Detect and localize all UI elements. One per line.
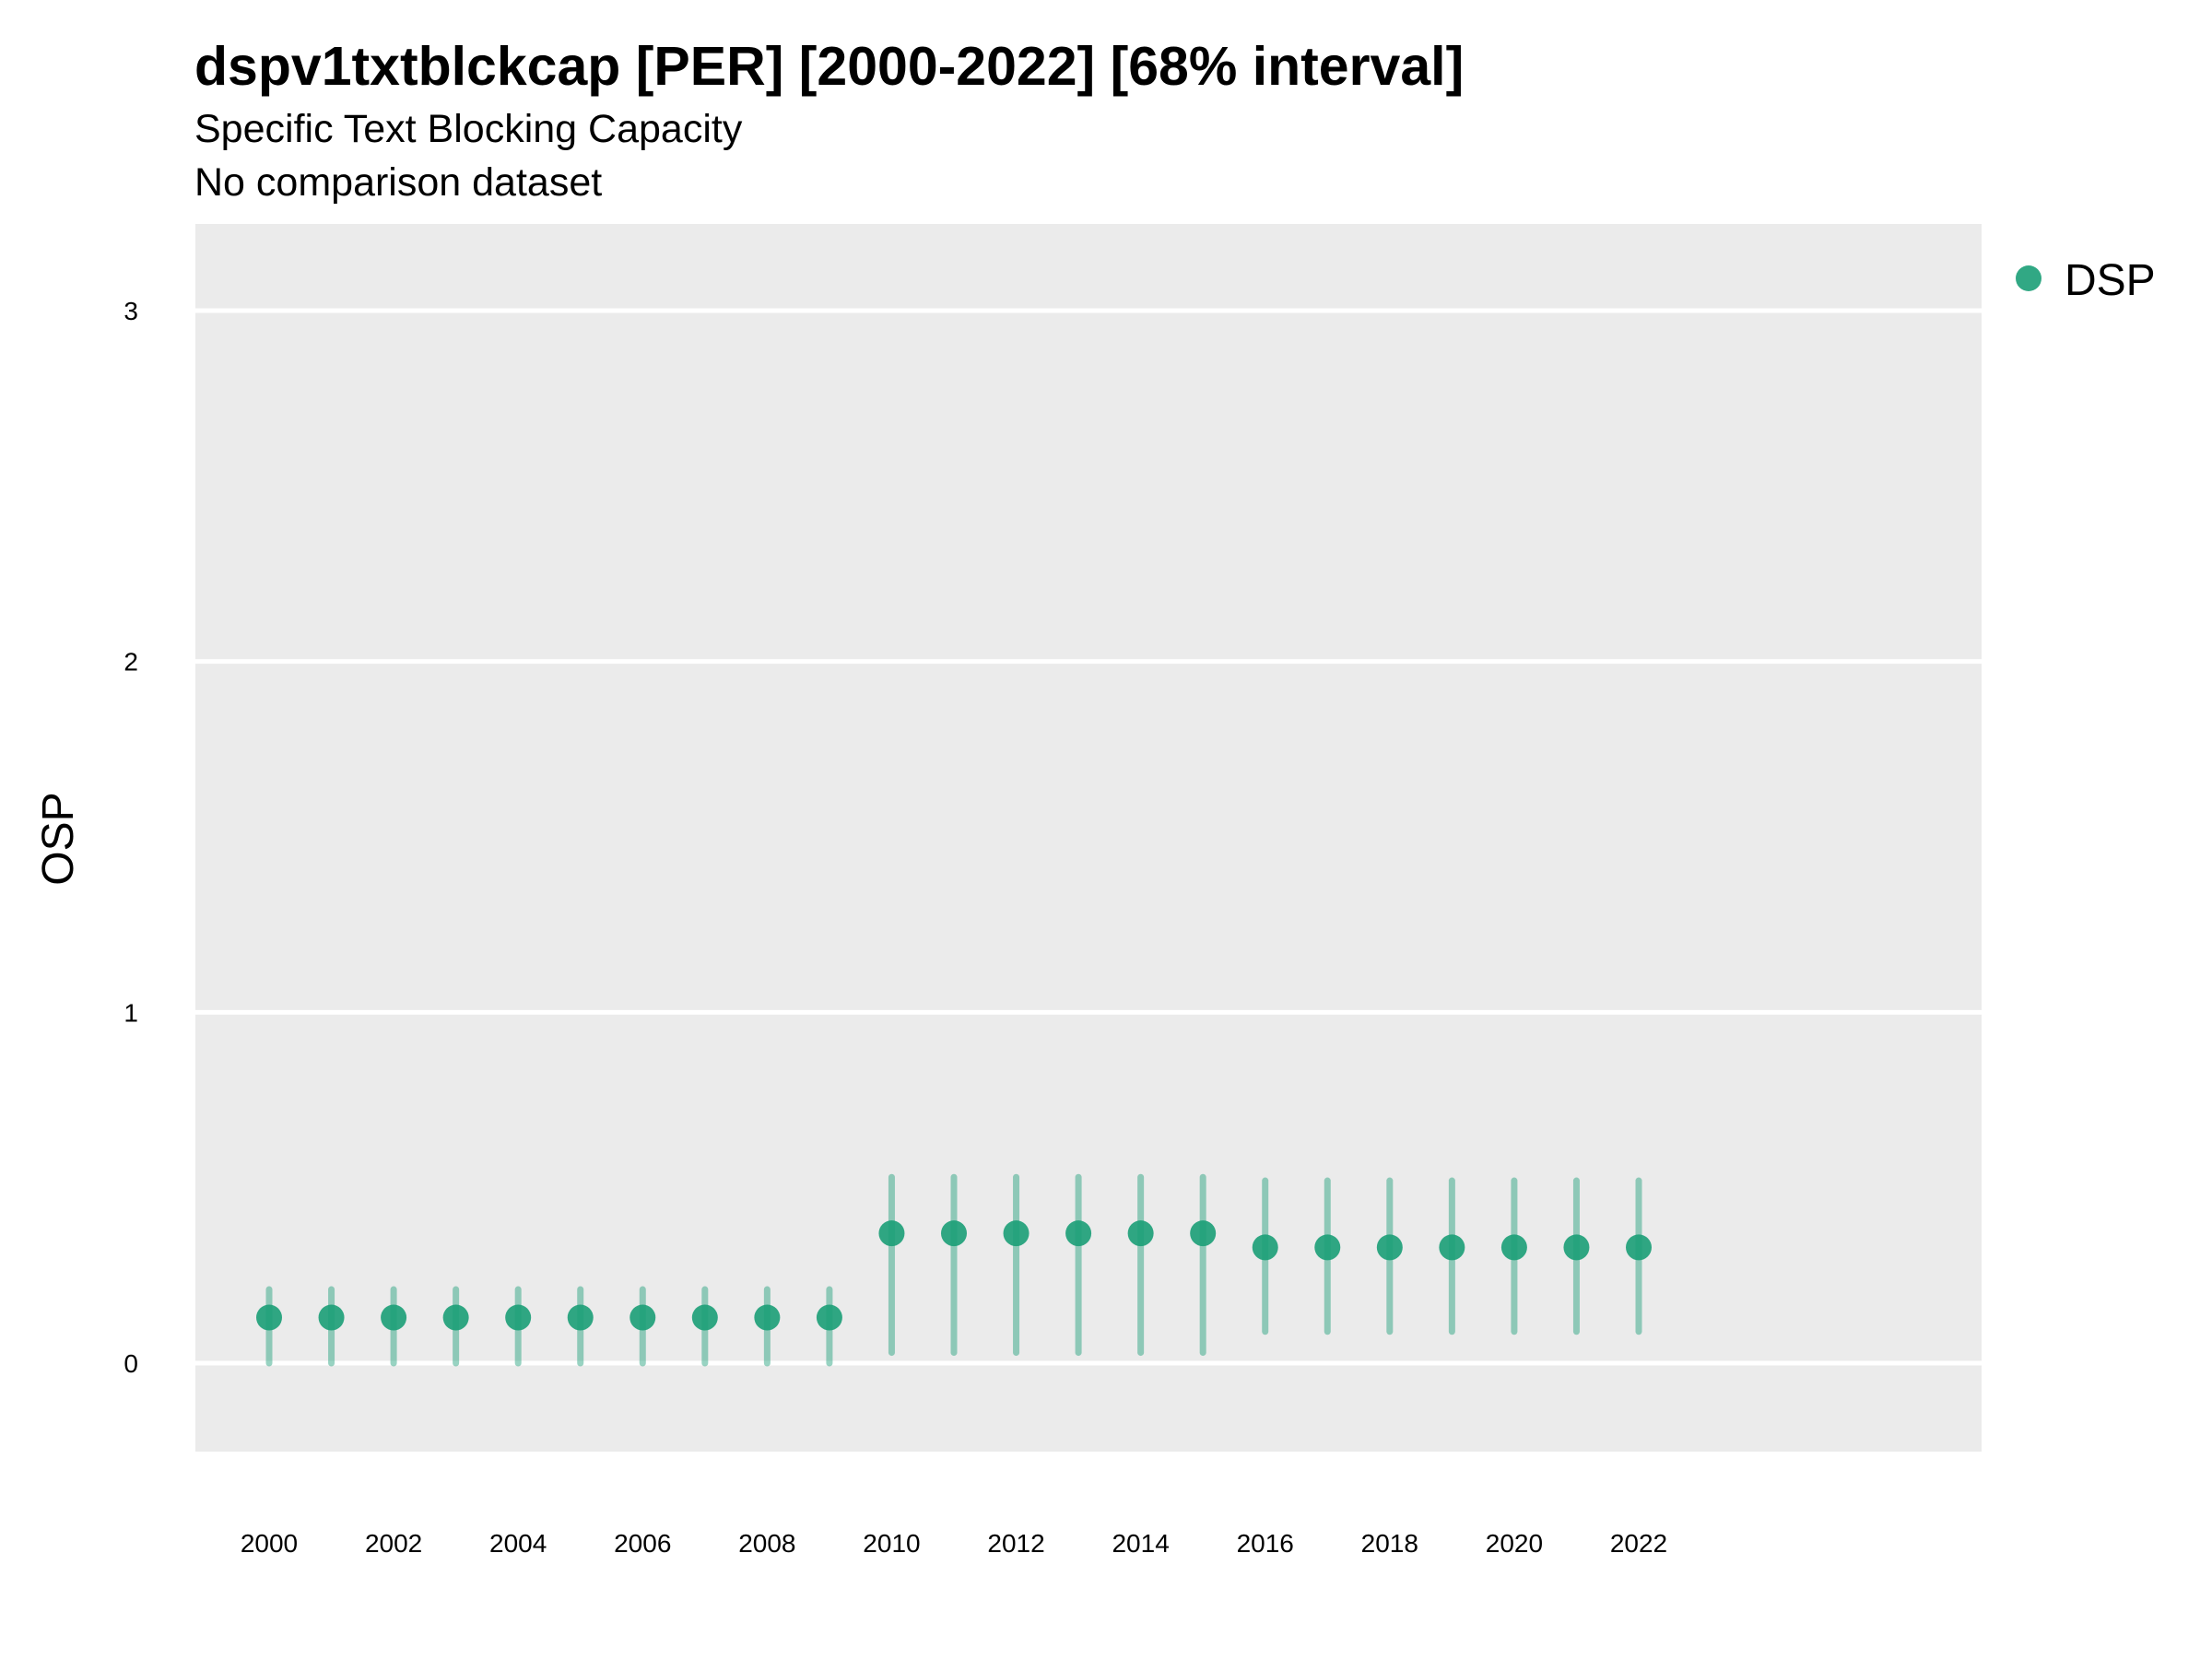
data-point-2018 [1376, 1234, 1403, 1261]
data-point-2007 [691, 1304, 718, 1331]
data-point-2011 [941, 1220, 967, 1247]
legend-label-dsp: DSP [2065, 256, 2156, 305]
x-tick-label-2018: 2018 [1361, 1529, 1418, 1558]
x-tick-label-2004: 2004 [489, 1529, 547, 1558]
data-point-2000 [256, 1304, 282, 1331]
data-point-2005 [567, 1304, 594, 1331]
data-point-2004 [505, 1304, 532, 1331]
x-tick-label-2008: 2008 [738, 1529, 795, 1558]
x-tick-label-2014: 2014 [1112, 1529, 1169, 1558]
chart-title: dspv1txtblckcap [PER] [2000-2022] [68% i… [194, 36, 1465, 97]
data-point-2017 [1314, 1234, 1341, 1261]
data-point-2021 [1563, 1234, 1590, 1261]
data-point-2012 [1003, 1220, 1030, 1247]
data-point-2001 [318, 1304, 345, 1331]
x-tick-label-2000: 2000 [241, 1529, 298, 1558]
y-tick-label-0: 0 [124, 1349, 138, 1378]
x-tick-label-2002: 2002 [365, 1529, 422, 1558]
x-tick-label-2010: 2010 [863, 1529, 920, 1558]
x-tick-label-2022: 2022 [1610, 1529, 1667, 1558]
data-point-2006 [629, 1304, 656, 1331]
data-point-2020 [1500, 1234, 1527, 1261]
data-point-2008 [754, 1304, 781, 1331]
data-point-2002 [381, 1304, 407, 1331]
y-tick-label-3: 3 [124, 297, 138, 325]
plot-panel [195, 224, 1982, 1452]
data-point-2003 [442, 1304, 469, 1331]
data-point-2022 [1626, 1234, 1652, 1261]
y-tick-label-2: 2 [124, 648, 138, 677]
x-tick-label-2016: 2016 [1237, 1529, 1294, 1558]
data-point-2009 [816, 1304, 842, 1331]
data-point-2013 [1065, 1220, 1092, 1247]
legend-key-dsp [2016, 265, 2041, 291]
y-axis-label: OSP [34, 792, 83, 885]
x-tick-label-2020: 2020 [1486, 1529, 1543, 1558]
data-point-2015 [1190, 1220, 1217, 1247]
data-point-2010 [878, 1220, 905, 1247]
chart-caption: No comparison dataset [194, 160, 603, 205]
x-tick-label-2012: 2012 [987, 1529, 1044, 1558]
y-tick-label-1: 1 [124, 998, 138, 1027]
data-point-2019 [1439, 1234, 1465, 1261]
chart-subtitle: Specific Text Blocking Capacity [194, 107, 743, 151]
data-point-2014 [1127, 1220, 1154, 1247]
data-point-2016 [1252, 1234, 1278, 1261]
x-tick-label-2006: 2006 [614, 1529, 671, 1558]
